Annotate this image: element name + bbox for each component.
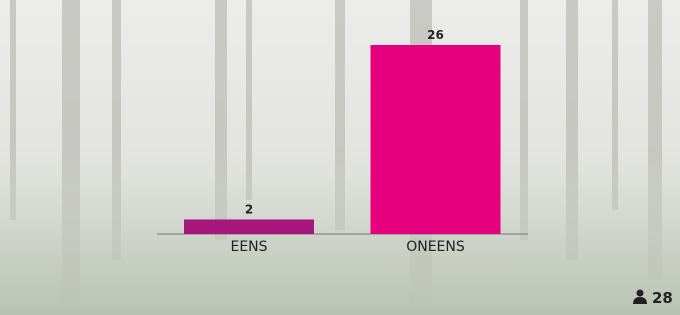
bar: [371, 45, 501, 234]
category-label: ONEENS: [406, 239, 465, 255]
value-label: 26: [427, 28, 444, 42]
chart: 28 2 EENS 26 ONEENS: [0, 0, 680, 315]
background: [0, 0, 680, 315]
bar: [184, 219, 314, 234]
respondent-number: 28: [652, 289, 673, 307]
value-label: 2: [245, 202, 253, 216]
category-label: EENS: [230, 239, 267, 255]
